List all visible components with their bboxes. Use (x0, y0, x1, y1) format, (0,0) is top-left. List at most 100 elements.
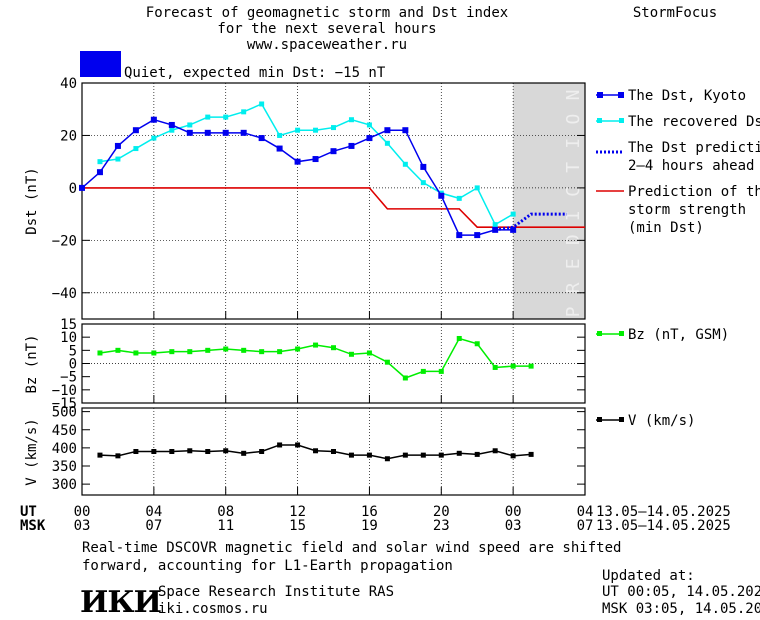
dst-kyoto-point (222, 129, 229, 136)
bz-point (205, 347, 211, 353)
prediction-letter: D (563, 234, 584, 245)
y-tick-label: −10 (52, 383, 77, 399)
y-tick-label: 400 (52, 441, 77, 457)
bz-point (223, 346, 229, 352)
solar-wind-speed-point (187, 448, 193, 454)
solar-wind-speed-point (348, 452, 354, 458)
recovered-dst-point (151, 135, 157, 141)
series-layer (79, 101, 585, 462)
y-tick-label: −15 (52, 396, 77, 412)
ut-tick-label: 12 (289, 504, 306, 520)
prediction-letter: O (563, 114, 584, 125)
solar-wind-speed-point (277, 442, 283, 448)
y-tick-label: −5 (60, 370, 77, 386)
legend-v: V (km/s) (596, 413, 695, 429)
dst-kyoto-point (186, 129, 193, 136)
dst-kyoto-point (330, 148, 337, 155)
ut-label: UT (20, 504, 37, 520)
dst-panel-frame (81, 82, 586, 320)
prediction-letter: C (563, 186, 584, 197)
bz-point (384, 359, 390, 365)
y-tick-label: 450 (52, 423, 77, 439)
bz-point (402, 375, 408, 381)
dst-kyoto-point (312, 156, 319, 163)
recovered-dst-point (331, 125, 336, 131)
title-url: www.spaceweather.ru (247, 37, 407, 53)
storm-strength-line (82, 187, 585, 229)
recovered-dst-point (384, 140, 390, 146)
msk-tick-label: 11 (217, 518, 234, 534)
ut-tick-label: 08 (217, 504, 234, 520)
solar-wind-speed-point (97, 452, 103, 458)
y-tick-label: 500 (52, 405, 77, 421)
bz-point (366, 350, 372, 356)
recovered-dst-point (133, 146, 139, 152)
dst-kyoto-point (204, 129, 211, 136)
dst-kyoto-point (168, 121, 175, 128)
ut-tick-label: 20 (433, 504, 450, 520)
footer-note-line-1: Real-time DSCOVR magnetic field and sola… (82, 540, 621, 556)
dst-prediction-line (494, 212, 568, 232)
bz-point (492, 364, 498, 370)
legend-dst-prediction: The Dst prediction 2–4 hours ahead (596, 140, 760, 174)
recovered-dst-point (259, 101, 265, 107)
msk-tick-label: 03 (505, 518, 522, 534)
recovered-dst-point (187, 122, 193, 128)
institute-site: iki.cosmos.ru (158, 601, 268, 617)
bz-point (97, 350, 103, 356)
y-tick-label: 20 (60, 128, 77, 144)
recovered-dst-point (313, 127, 319, 133)
dst-kyoto-point (510, 226, 517, 233)
solar-wind-speed-point (169, 449, 175, 454)
title-line-2: for the next several hours (217, 21, 436, 37)
bz-point (438, 368, 444, 374)
solar-wind-speed-point (205, 449, 211, 454)
msk-tick-label: 03 (74, 518, 91, 534)
bz-point (169, 349, 175, 355)
recovered-dst-point (402, 161, 408, 167)
dst-kyoto-point (348, 142, 355, 149)
solar-wind-speed-point (313, 448, 319, 454)
bz-point (241, 347, 247, 353)
solar-wind-speed-point (295, 442, 301, 448)
legend-storm-strength: Prediction of the storm strength (min Ds… (596, 184, 760, 236)
bz-point (295, 346, 301, 352)
msk-date: 13.05–14.05.2025 (596, 518, 731, 534)
legend-dst-prediction-line-2: 2–4 hours ahead (628, 158, 754, 174)
solar-wind-speed-point (223, 448, 229, 454)
legend-bz-label: Bz (nT, GSM) (628, 327, 729, 343)
recovered-dst-point (205, 114, 211, 120)
time-gridlines (82, 83, 585, 495)
legend-dst-recovered-label: The recovered Dst (628, 114, 760, 130)
bz-point (331, 345, 336, 351)
recovered-dst-point (295, 127, 301, 133)
dst-kyoto-point (420, 163, 427, 170)
solar-wind-speed-point (366, 452, 372, 458)
ut-tick-label: 16 (361, 504, 378, 520)
recovered-dst-point (420, 180, 426, 186)
dst-kyoto-point (402, 127, 409, 134)
legend-storm-strength-line-3: (min Dst) (628, 220, 704, 236)
legend-dst-prediction-line-1: The Dst prediction (628, 140, 760, 156)
solar-wind-speed-point (259, 449, 265, 454)
solar-wind-speed-point (456, 450, 462, 456)
prediction-letter: N (563, 90, 584, 101)
bz-point (259, 349, 265, 355)
msk-tick-label: 15 (289, 518, 306, 534)
prediction-label: N O I T C I D E R P (563, 90, 584, 318)
bz-point (348, 351, 354, 357)
recovered-dst-point (366, 122, 372, 128)
institute-name: Space Research Institute RAS (158, 584, 394, 600)
ut-tick-label: 04 (145, 504, 162, 520)
legend-bz: Bz (nT, GSM) (596, 327, 729, 343)
dst-kyoto-point (132, 127, 139, 134)
solar-wind-speed-point (438, 452, 444, 458)
dst-kyoto-point (294, 158, 301, 165)
bz-point (528, 363, 534, 369)
bz-point (133, 350, 139, 356)
dst-kyoto-point (366, 135, 373, 142)
recovered-dst-point (474, 185, 480, 191)
bz-point (474, 341, 480, 347)
status-text: Quiet, expected min Dst: −15 nT (124, 65, 386, 81)
